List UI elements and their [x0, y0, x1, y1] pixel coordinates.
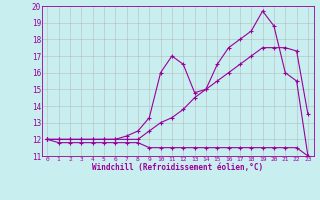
X-axis label: Windchill (Refroidissement éolien,°C): Windchill (Refroidissement éolien,°C)	[92, 163, 263, 172]
